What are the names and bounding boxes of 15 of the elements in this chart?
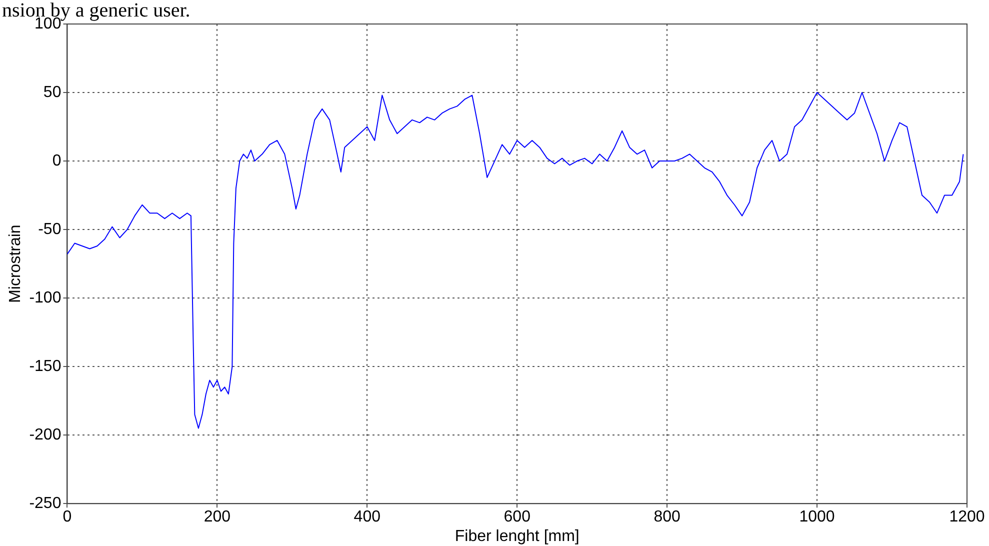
x-tick-label: 1200 [949,508,985,526]
x-tick-label: 200 [204,508,231,526]
y-axis-title: Microstrain [7,224,24,303]
y-tick-label: -100 [29,289,62,306]
y-tick-label: 50 [43,84,62,101]
y-tick-label: -150 [29,358,62,375]
y-tick-label: -250 [29,495,62,512]
x-axis-title: Fiber lenght [mm] [454,528,580,545]
y-tick-label: -50 [38,220,62,238]
x-tick-label: 800 [654,508,681,526]
y-tick-label: -200 [29,426,62,444]
x-tick-label: 1000 [799,508,835,526]
x-tick-label: 400 [354,508,381,526]
y-tick-label: 0 [52,152,62,170]
x-tick-label: 600 [504,508,531,526]
